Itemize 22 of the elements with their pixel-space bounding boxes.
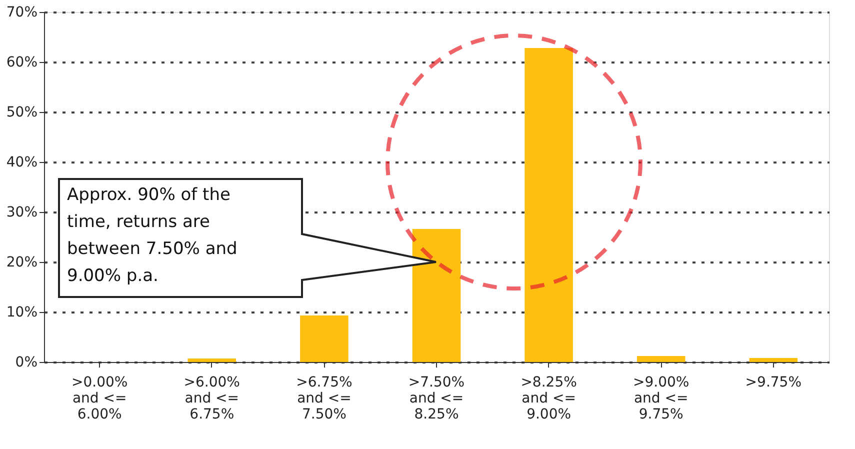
y-tick-label: 50% — [6, 104, 38, 120]
bar — [749, 358, 798, 362]
y-tick-label: 40% — [6, 154, 38, 170]
y-tick-label: 0% — [15, 354, 38, 370]
annotation: Approx. 90% of the time, returns are between 7.50% and 9.00% p.a. — [67, 185, 238, 286]
y-tick-label: 20% — [6, 254, 38, 270]
x-tick-label: >7.50% and <= 8.25% — [408, 374, 465, 422]
x-tick-label: >0.00% and <= 6.00% — [71, 374, 128, 422]
x-tick-label: >9.00% and <= 9.75% — [632, 374, 690, 422]
x-tick-label: >6.75% and <= 7.50% — [296, 374, 352, 422]
bar — [300, 316, 348, 362]
bar — [412, 229, 461, 362]
y-tick-label: 10% — [6, 304, 38, 320]
x-tick-label: >6.00% and <= 6.75% — [184, 374, 240, 422]
bar — [188, 358, 236, 362]
bar — [524, 48, 573, 362]
bar — [636, 356, 686, 362]
y-tick-label: 70% — [6, 4, 38, 20]
y-tick-label: 30% — [6, 204, 38, 220]
x-tick-label: >9.75% — [745, 374, 802, 390]
y-tick-label: 60% — [6, 54, 38, 70]
x-tick-label: >8.25% and <= 9.00% — [520, 374, 577, 422]
